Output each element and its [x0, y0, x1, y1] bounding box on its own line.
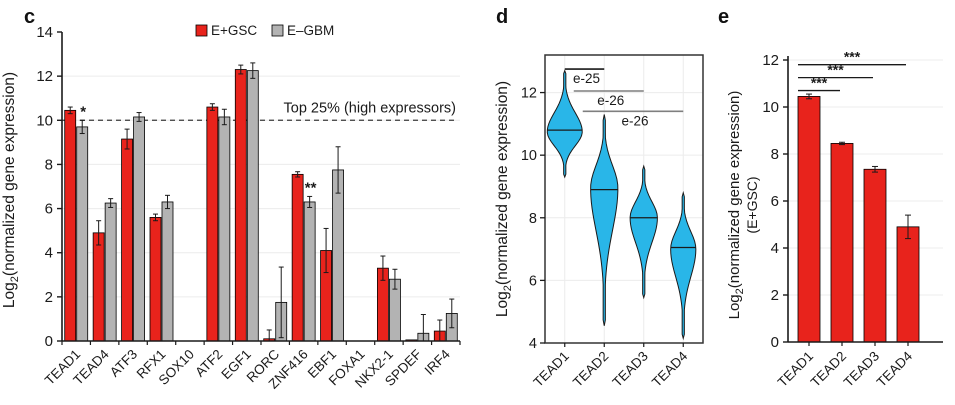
bar-ATF3-E–GBM: [133, 116, 145, 342]
x-tick-label: TEAD3: [609, 349, 650, 390]
x-tick-label: IRF4: [422, 346, 454, 378]
bar-ZNF416-E+GSC: [291, 173, 304, 342]
y-tick-label: 6: [45, 201, 53, 218]
panel-d: d e-25 e-26 e-26 4 6 8 10 12 TEAD1 TEAD2 TEAD3 TEAD…: [492, 0, 715, 405]
panel-d-label: d: [496, 6, 509, 28]
panel-e-label: e: [718, 6, 730, 28]
violin-TEAD3: [629, 164, 658, 300]
y-tick-label: 8: [771, 146, 779, 163]
significance-star: ***: [844, 49, 861, 65]
bar-ATF2-E+GSC: [206, 106, 219, 342]
violin-TEAD4: [670, 190, 697, 341]
y-tick-label: 8: [529, 211, 537, 227]
bar-ZNF416-E–GBM: [303, 201, 316, 342]
bar-EGF1-E–GBM: [246, 70, 259, 342]
y-axis-title: Log2(normalized gene expression): [494, 81, 514, 317]
legend-swatch-E–GBM: [271, 24, 284, 37]
significance-label: e-26: [621, 113, 648, 128]
panel-c-label: c: [24, 6, 36, 28]
y-tick-label: 14: [36, 24, 53, 41]
y-tick-label: 6: [529, 273, 537, 289]
significance-label: e-25: [573, 71, 600, 86]
threshold-label: Top 25% (high expressors): [284, 100, 456, 116]
y-tick-label: 0: [771, 334, 779, 351]
y-tick-label: 2: [771, 287, 779, 304]
significance-star: **: [305, 179, 317, 196]
x-tick-label: TEAD1: [775, 349, 816, 390]
bar-TEAD4-E+GSC: [92, 232, 105, 342]
y-tick-label: 12: [521, 86, 537, 102]
violin-TEAD2: [590, 114, 619, 326]
panel-e: e 0 2 4 6 8 10 12 TEAD1 TEAD2 TEAD3 TEAD4 *** *** ***…: [715, 0, 955, 405]
bar-ATF2-E–GBM: [218, 116, 231, 342]
x-tick-label: TEAD3: [841, 349, 882, 390]
bar-TEAD4-E–GBM: [104, 202, 117, 342]
bar-TEAD1-E–GBM: [76, 126, 89, 342]
bar-TEAD3: [863, 168, 887, 343]
significance-star: *: [80, 103, 86, 120]
y-axis-title: Log2(normalized gene expression): [726, 91, 746, 320]
y-tick-label: 4: [45, 245, 53, 262]
x-tick-label: TEAD2: [570, 349, 611, 390]
y-tick-label: 10: [521, 148, 537, 164]
x-tick-label: TEAD4: [874, 348, 916, 390]
legend-swatch-E+GSC: [195, 24, 208, 37]
y-axis-subtitle: (E+GSC): [744, 176, 760, 233]
bar-TEAD4: [896, 226, 920, 343]
y-tick-label: 6: [771, 193, 779, 210]
panel-e-bar-chart: 024681012TEAD1TEAD2TEAD3TEAD4*********Lo…: [726, 49, 943, 390]
y-tick-label: 12: [762, 52, 779, 69]
y-tick-label: 12: [36, 68, 53, 85]
x-tick-label: TEAD1: [530, 349, 571, 390]
plot-frame: [544, 54, 704, 344]
y-tick-label: 4: [771, 240, 779, 257]
bar-ATF3-E+GSC: [121, 138, 133, 342]
panel-c-bar-chart: Top 25% (high expressors)02468101214TEAD…: [1, 23, 461, 392]
significance-star: ***: [827, 62, 844, 78]
x-tick-label: TEAD4: [649, 348, 691, 390]
y-axis-title: Log2(normalized gene expression): [1, 72, 21, 308]
y-tick-label: 8: [45, 156, 53, 173]
x-tick-label: TEAD2: [808, 349, 849, 390]
y-tick-label: 10: [762, 99, 779, 116]
bar-TEAD2: [830, 143, 854, 343]
bar-RFX1-E+GSC: [149, 216, 162, 342]
y-tick-label: 0: [45, 333, 53, 350]
x-tick-label: ATF3: [107, 347, 140, 380]
bar-RFX1-E–GBM: [161, 201, 174, 342]
legend-label: E+GSC: [211, 23, 257, 38]
significance-label: e-26: [597, 93, 624, 108]
bar-TEAD1-E+GSC: [64, 109, 77, 342]
significance-star: ***: [811, 75, 828, 91]
panel-c: c Top 25% (high expressors) 0 2 4 6 8 10 12 14 TE…: [1, 6, 461, 392]
y-tick-label: 2: [45, 289, 53, 306]
y-tick-label: 4: [529, 336, 537, 352]
bar-TEAD1: [797, 96, 821, 343]
y-tick-label: 10: [36, 112, 53, 129]
violin-TEAD1: [546, 69, 583, 179]
bar-EGF1-E+GSC: [234, 69, 247, 342]
bar-EBF1-E–GBM: [332, 169, 344, 342]
legend-label: E–GBM: [287, 23, 334, 38]
